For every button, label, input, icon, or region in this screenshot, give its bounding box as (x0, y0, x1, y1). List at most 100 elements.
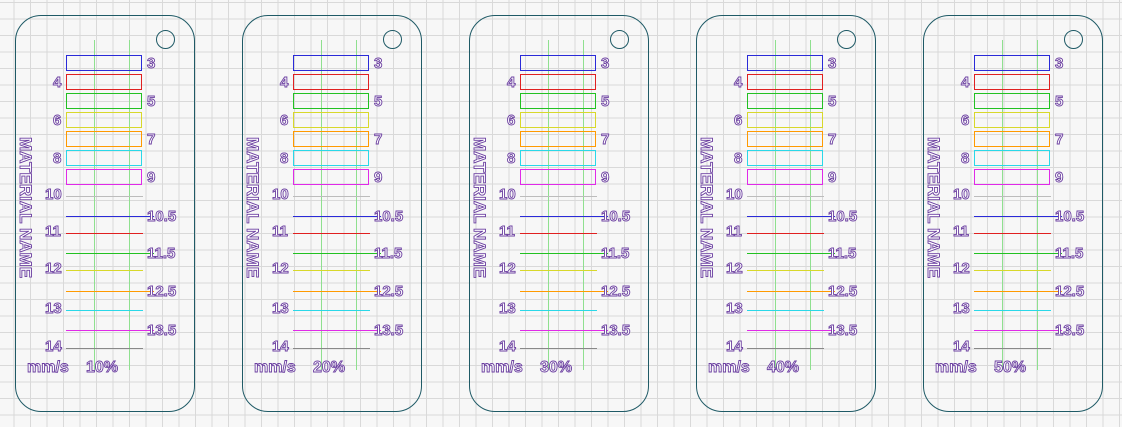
power-swatch (293, 169, 369, 185)
power-line (747, 196, 824, 198)
power-line (293, 233, 370, 235)
power-line (974, 216, 1062, 218)
swatch-label: 5 (147, 93, 156, 110)
line-label: 12.5 (147, 283, 177, 300)
swatch-label: 8 (507, 150, 516, 167)
power-line (293, 270, 370, 272)
power-line (974, 310, 1051, 312)
power-swatch (520, 55, 596, 71)
guide-line-right (1037, 40, 1039, 370)
tag-outline (469, 15, 649, 412)
swatch-label: 5 (601, 93, 610, 110)
power-line (293, 310, 370, 312)
speed-label: 10% (86, 359, 119, 377)
swatch-label: 9 (147, 169, 156, 186)
swatch-label: 5 (828, 93, 837, 110)
swatch-label: 7 (1055, 131, 1064, 148)
power-line (520, 330, 608, 332)
power-line (66, 270, 143, 272)
power-swatch (520, 131, 596, 147)
hang-hole (156, 30, 175, 49)
power-line (520, 233, 597, 235)
power-line (520, 216, 608, 218)
swatch-label: 5 (1055, 93, 1064, 110)
power-line (520, 348, 597, 350)
hang-hole (383, 30, 402, 49)
power-line (974, 233, 1051, 235)
swatch-label: 3 (374, 55, 383, 72)
line-label: 14 (272, 338, 290, 355)
guide-line-right (129, 40, 131, 370)
power-line (293, 196, 370, 198)
power-line (66, 216, 154, 218)
power-swatch (293, 131, 369, 147)
line-label: 11 (726, 223, 743, 240)
power-swatch (747, 93, 823, 109)
power-line (66, 291, 154, 293)
swatch-label: 8 (280, 150, 289, 167)
power-swatch (66, 55, 142, 71)
power-swatch (520, 112, 596, 128)
line-label: 14 (726, 338, 744, 355)
line-label: 12.5 (828, 283, 858, 300)
line-label: 13 (45, 300, 63, 317)
swatch-label: 4 (507, 74, 516, 91)
power-swatch (520, 150, 596, 166)
unit-label: mm/s (935, 359, 978, 377)
swatch-label: 3 (1055, 55, 1064, 72)
line-label: 11 (499, 223, 516, 240)
material-name-label: MATERIAL NAME (243, 137, 263, 279)
line-label: 14 (499, 338, 517, 355)
unit-label: mm/s (27, 359, 70, 377)
line-label: 13 (953, 300, 971, 317)
power-line (747, 253, 835, 255)
guide-line-left (548, 40, 550, 370)
power-line (747, 233, 824, 235)
power-swatch (974, 112, 1050, 128)
power-swatch (747, 150, 823, 166)
line-label: 12 (953, 260, 971, 277)
line-label: 10.5 (601, 208, 631, 225)
power-line (520, 310, 597, 312)
line-label: 10 (499, 186, 517, 203)
swatch-label: 6 (280, 112, 289, 129)
power-swatch (293, 55, 369, 71)
power-swatch (66, 112, 142, 128)
power-line (747, 310, 824, 312)
line-label: 10.5 (374, 208, 404, 225)
swatch-label: 3 (601, 55, 610, 72)
line-label: 11.5 (828, 245, 857, 262)
power-line (66, 233, 143, 235)
power-swatch (293, 150, 369, 166)
line-label: 10 (45, 186, 63, 203)
power-swatch (747, 55, 823, 71)
line-label: 12.5 (374, 283, 404, 300)
power-swatch (66, 169, 142, 185)
power-line (747, 330, 835, 332)
material-name-label: MATERIAL NAME (697, 137, 717, 279)
tag-outline (15, 15, 195, 412)
material-name-label: MATERIAL NAME (470, 137, 490, 279)
power-swatch (974, 169, 1050, 185)
power-swatch (974, 150, 1050, 166)
speed-label: 40% (767, 359, 800, 377)
swatch-label: 4 (734, 74, 743, 91)
power-swatch (974, 55, 1050, 71)
power-line (974, 330, 1062, 332)
line-label: 13.5 (374, 322, 404, 339)
power-swatch (66, 74, 142, 90)
guide-line-left (94, 40, 96, 370)
power-line (520, 291, 608, 293)
material-name-label: MATERIAL NAME (16, 137, 36, 279)
line-label: 11 (953, 223, 970, 240)
swatch-label: 7 (374, 131, 383, 148)
line-label: 12 (499, 260, 517, 277)
power-swatch (747, 74, 823, 90)
line-label: 12 (272, 260, 290, 277)
line-label: 11 (272, 223, 289, 240)
hang-hole (610, 30, 629, 49)
power-line (293, 291, 381, 293)
power-line (520, 270, 597, 272)
power-swatch (293, 74, 369, 90)
swatch-label: 8 (734, 150, 743, 167)
